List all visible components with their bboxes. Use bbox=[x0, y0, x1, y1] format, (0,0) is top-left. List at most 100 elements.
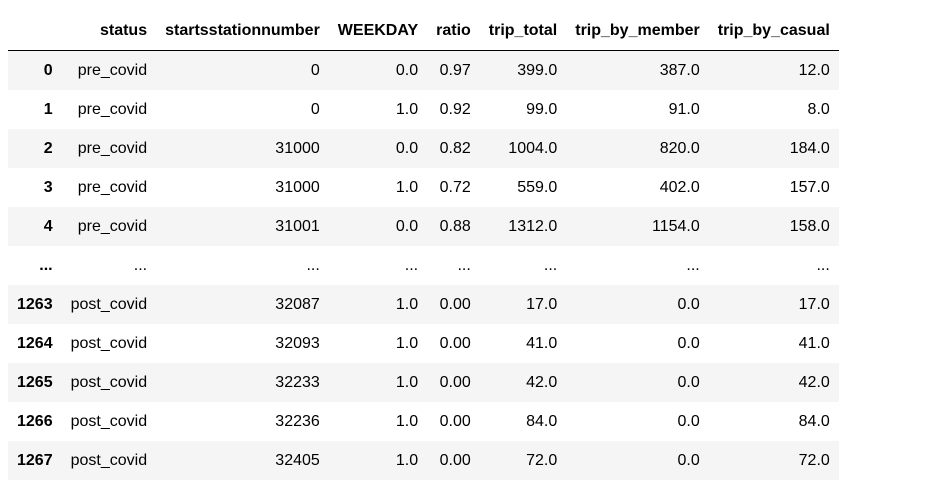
cell-trip-total: 41.0 bbox=[526, 334, 558, 352]
header-row: status startsstationnumber WEEKDAY ratio tri… bbox=[8, 12, 839, 51]
cell-trip-total: 42.0 bbox=[526, 373, 558, 391]
cell-trip-by-member: 0.0 bbox=[677, 295, 700, 313]
row-index: 1264 bbox=[17, 334, 53, 352]
cell-startsstationnumber: 31000 bbox=[275, 139, 320, 157]
cell-weekday: 1.0 bbox=[395, 373, 419, 391]
cell-startsstationnumber: 32405 bbox=[275, 451, 320, 469]
table-row: 1264 post_covid 32093 1.0 0.00 41.0 0.0 41.0 bbox=[8, 324, 839, 363]
cell-weekday: 0.0 bbox=[395, 139, 419, 157]
cell-weekday: 0.0 bbox=[395, 217, 419, 235]
table-row: 1265 post_covid 32233 1.0 0.00 42.0 0.0 42.0 bbox=[8, 363, 839, 402]
table-row: ........................ bbox=[8, 246, 839, 285]
cell-status: pre_covid bbox=[77, 61, 148, 79]
cell-ratio: 0.00 bbox=[439, 451, 471, 469]
cell-trip-total: 1004.0 bbox=[508, 139, 558, 157]
cell-status: pre_covid bbox=[77, 139, 148, 157]
table-row: 3 pre_covid 31000 1.0 0.72 559.0 402.0 157.0 bbox=[8, 168, 839, 207]
cell-trip-total: 99.0 bbox=[526, 100, 558, 118]
table-header: status startsstationnumber WEEKDAY ratio tri… bbox=[8, 12, 839, 51]
table-body: 0 pre_covid 0 0.0 0.97 399.0 387.0 12.0 1 pre_cov… bbox=[8, 50, 839, 480]
cell-trip-by-casual: 72.0 bbox=[798, 451, 830, 469]
cell-trip-total: 399.0 bbox=[517, 61, 558, 79]
cell-weekday: 0.0 bbox=[395, 61, 419, 79]
cell-trip-total: ... bbox=[543, 256, 558, 274]
cell-status: post_covid bbox=[70, 334, 148, 352]
cell-trip-by-casual: 8.0 bbox=[807, 100, 830, 118]
cell-trip-total: 17.0 bbox=[526, 295, 558, 313]
cell-trip-by-member: 91.0 bbox=[668, 100, 700, 118]
cell-startsstationnumber: 0 bbox=[310, 100, 320, 118]
cell-trip-by-casual: ... bbox=[816, 256, 830, 274]
cell-ratio: 0.00 bbox=[439, 412, 471, 430]
column-header-trip-by-member: trip_by_member bbox=[566, 12, 709, 51]
cell-trip-by-casual: 184.0 bbox=[789, 139, 830, 157]
cell-ratio: ... bbox=[457, 256, 471, 274]
cell-ratio: 0.97 bbox=[439, 61, 471, 79]
cell-status: post_covid bbox=[70, 295, 148, 313]
cell-status: pre_covid bbox=[77, 217, 148, 235]
row-index: 0 bbox=[43, 61, 53, 79]
cell-status: pre_covid bbox=[77, 100, 148, 118]
column-header-status: status bbox=[61, 12, 157, 51]
table-row: 1263 post_covid 32087 1.0 0.00 17.0 0.0 17.0 bbox=[8, 285, 839, 324]
row-index: 1265 bbox=[17, 373, 53, 391]
column-header-ratio: ratio bbox=[427, 12, 480, 51]
row-index: 1267 bbox=[17, 451, 53, 469]
cell-startsstationnumber: 31000 bbox=[275, 178, 320, 196]
cell-status: post_covid bbox=[70, 412, 148, 430]
table-row: 4 pre_covid 31001 0.0 0.88 1312.0 1154.0 158.0 bbox=[8, 207, 839, 246]
cell-ratio: 0.88 bbox=[439, 217, 471, 235]
cell-ratio: 0.92 bbox=[439, 100, 471, 118]
cell-weekday: 1.0 bbox=[395, 100, 419, 118]
cell-trip-total: 559.0 bbox=[517, 178, 558, 196]
table-row: 1267 post_covid 32405 1.0 0.00 72.0 0.0 72.0 bbox=[8, 441, 839, 480]
cell-trip-by-member: 820.0 bbox=[659, 139, 700, 157]
cell-trip-by-casual: 157.0 bbox=[789, 178, 830, 196]
row-index: 1 bbox=[43, 100, 53, 118]
cell-trip-by-casual: 84.0 bbox=[798, 412, 830, 430]
dataframe-output: status startsstationnumber WEEKDAY ratio tri… bbox=[8, 12, 839, 480]
cell-ratio: 0.00 bbox=[439, 295, 471, 313]
table-row: 1266 post_covid 32236 1.0 0.00 84.0 0.0 84.0 bbox=[8, 402, 839, 441]
cell-status: pre_covid bbox=[77, 178, 148, 196]
cell-startsstationnumber: 32236 bbox=[275, 412, 320, 430]
cell-weekday: 1.0 bbox=[395, 295, 419, 313]
column-header-startsstationnumber: startsstationnumber bbox=[156, 12, 329, 51]
cell-trip-by-member: 0.0 bbox=[677, 373, 700, 391]
cell-trip-by-member: 1154.0 bbox=[651, 217, 700, 235]
row-index: 4 bbox=[43, 217, 53, 235]
cell-trip-by-casual: 158.0 bbox=[789, 217, 830, 235]
cell-ratio: 0.82 bbox=[439, 139, 471, 157]
cell-startsstationnumber: 0 bbox=[310, 61, 320, 79]
row-index: ... bbox=[39, 256, 53, 274]
cell-trip-by-member: ... bbox=[686, 256, 700, 274]
cell-ratio: 0.72 bbox=[439, 178, 471, 196]
cell-weekday: 1.0 bbox=[395, 451, 419, 469]
row-index: 1263 bbox=[17, 295, 53, 313]
cell-trip-by-casual: 41.0 bbox=[798, 334, 830, 352]
cell-trip-by-casual: 17.0 bbox=[798, 295, 830, 313]
row-index: 2 bbox=[43, 139, 53, 157]
cell-trip-by-member: 0.0 bbox=[677, 451, 700, 469]
table-row: 1 pre_covid 0 1.0 0.92 99.0 91.0 8.0 bbox=[8, 90, 839, 129]
cell-trip-by-casual: 42.0 bbox=[798, 373, 830, 391]
row-index: 3 bbox=[43, 178, 53, 196]
table-row: 2 pre_covid 31000 0.0 0.82 1004.0 820.0 184.0 bbox=[8, 129, 839, 168]
cell-trip-by-member: 0.0 bbox=[677, 412, 700, 430]
cell-startsstationnumber: 31001 bbox=[275, 217, 320, 235]
cell-ratio: 0.00 bbox=[439, 373, 471, 391]
cell-status: post_covid bbox=[70, 373, 148, 391]
cell-trip-by-member: 0.0 bbox=[677, 334, 700, 352]
cell-status: ... bbox=[133, 256, 148, 274]
cell-trip-by-member: 402.0 bbox=[659, 178, 700, 196]
cell-trip-total: 72.0 bbox=[526, 451, 558, 469]
cell-trip-total: 84.0 bbox=[526, 412, 558, 430]
table-row: 0 pre_covid 0 0.0 0.97 399.0 387.0 12.0 bbox=[8, 50, 839, 90]
cell-trip-by-member: 387.0 bbox=[659, 61, 700, 79]
cell-weekday: 1.0 bbox=[395, 178, 419, 196]
column-header-weekday: WEEKDAY bbox=[328, 12, 428, 51]
cell-weekday: 1.0 bbox=[395, 412, 419, 430]
cell-status: post_covid bbox=[70, 451, 148, 469]
dataframe-table: status startsstationnumber WEEKDAY ratio tri… bbox=[8, 12, 839, 480]
column-header-index bbox=[8, 12, 62, 51]
